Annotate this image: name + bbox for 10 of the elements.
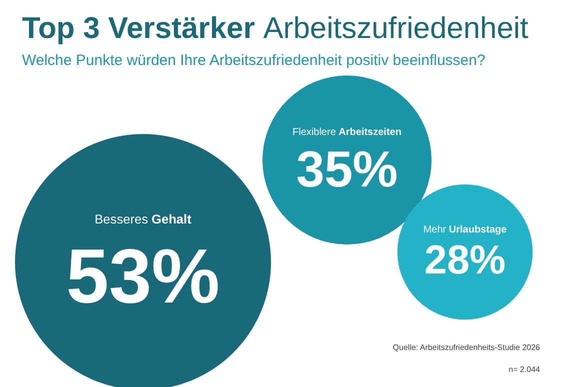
data-label: 28% [424,236,506,282]
data-label: 35% [296,140,398,198]
data-label: 53% [66,233,220,320]
category-label: Besseres Gehalt [94,211,192,226]
text: n= 2.044 [508,365,540,374]
source-note: Quelle: Arbeitszufriedenheits-Studie 2026 [392,343,540,352]
category-label: Mehr Urlaubstage [423,224,508,236]
category-label: Flexiblere Arbeitszeiten [292,126,402,138]
text: Top 3 Verstärker Arbeitszufriedenheit [22,12,528,46]
text: Welche Punkte würden Ihre Arbeitszufriedenheit positiv beeinflussen? [22,52,486,69]
